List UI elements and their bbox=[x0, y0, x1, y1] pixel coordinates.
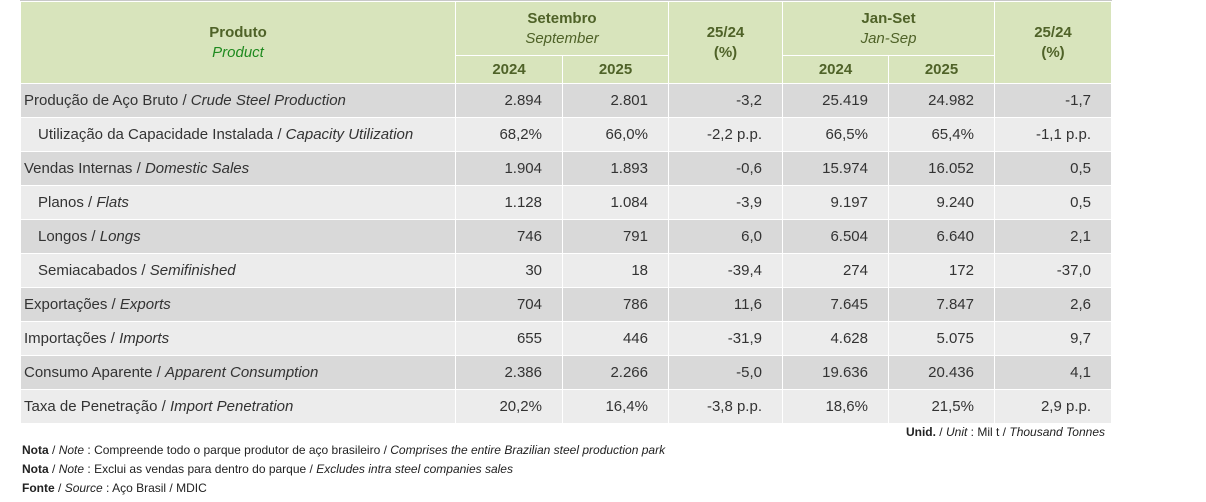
row-label: Semiacabados / Semifinished bbox=[20, 253, 456, 288]
cell-value: 6.504 bbox=[782, 219, 889, 254]
cell-value: 66,0% bbox=[562, 117, 669, 152]
row-label: Longos / Longs bbox=[20, 219, 456, 254]
cell-value: 4,1 bbox=[994, 355, 1112, 390]
cell-value: 2.386 bbox=[455, 355, 563, 390]
header-month: Setembro September bbox=[455, 1, 669, 56]
table-row: Importações / Imports 655 446 -31,9 4.628 5.0… bbox=[20, 321, 1112, 356]
cell-value: 6.640 bbox=[888, 219, 995, 254]
cell-value: 1.084 bbox=[562, 185, 669, 220]
cell-value: 2.266 bbox=[562, 355, 669, 390]
cell-value: 25.419 bbox=[782, 83, 889, 118]
row-label: Produção de Aço Bruto / Crude Steel Prod… bbox=[20, 83, 456, 118]
cell-value: -3,2 bbox=[668, 83, 783, 118]
cell-value: 68,2% bbox=[455, 117, 563, 152]
cell-value: 20,2% bbox=[455, 389, 563, 424]
cell-value: 9.197 bbox=[782, 185, 889, 220]
row-label: Vendas Internas / Domestic Sales bbox=[20, 151, 456, 186]
cell-value: 16,4% bbox=[562, 389, 669, 424]
cell-value: -1,7 bbox=[994, 83, 1112, 118]
cell-value: -2,2 p.p. bbox=[668, 117, 783, 152]
steel-statistics-table: Produto Product Setembro September 25/24 (%… bbox=[20, 1, 1112, 424]
cell-value: 2.801 bbox=[562, 83, 669, 118]
cell-value: 704 bbox=[455, 287, 563, 322]
cell-value: 65,4% bbox=[888, 117, 995, 152]
cell-value: 786 bbox=[562, 287, 669, 322]
header-ytd-2025: 2025 bbox=[888, 55, 995, 84]
header-2025: 2025 bbox=[562, 55, 669, 84]
cell-value: -5,0 bbox=[668, 355, 783, 390]
table-row: Consumo Aparente / Apparent Consumption 2… bbox=[20, 355, 1112, 390]
table-row: Vendas Internas / Domestic Sales 1.904 1.8… bbox=[20, 151, 1112, 186]
cell-value: 791 bbox=[562, 219, 669, 254]
unit-note: Unid. / Unit : Mil t / Thousand Tonnes bbox=[905, 425, 1105, 439]
header-ytd: Jan-Set Jan-Sep bbox=[782, 1, 995, 56]
cell-value: 30 bbox=[455, 253, 563, 288]
cell-value: -3,8 p.p. bbox=[668, 389, 783, 424]
cell-value: 19.636 bbox=[782, 355, 889, 390]
cell-value: 0,5 bbox=[994, 151, 1112, 186]
cell-value: -3,9 bbox=[668, 185, 783, 220]
row-label: Planos / Flats bbox=[20, 185, 456, 220]
row-label: Exportações / Exports bbox=[20, 287, 456, 322]
cell-value: -31,9 bbox=[668, 321, 783, 356]
cell-value: 655 bbox=[455, 321, 563, 356]
table-row: Produção de Aço Bruto / Crude Steel Prod… bbox=[20, 83, 1112, 118]
cell-value: 16.052 bbox=[888, 151, 995, 186]
header-ytd-2024: 2024 bbox=[782, 55, 889, 84]
cell-value: 9,7 bbox=[994, 321, 1112, 356]
row-label: Consumo Aparente / Apparent Consumption bbox=[20, 355, 456, 390]
table-row: Longos / Longs 746 791 6,0 6.504 6.640 2,1 bbox=[20, 219, 1112, 254]
note-2: Nota / Note : Exclui as vendas para dent… bbox=[22, 462, 513, 476]
header-month-var: 25/24 (%) bbox=[668, 1, 783, 84]
cell-value: -1,1 p.p. bbox=[994, 117, 1112, 152]
cell-value: 66,5% bbox=[782, 117, 889, 152]
cell-value: 18,6% bbox=[782, 389, 889, 424]
cell-value: 746 bbox=[455, 219, 563, 254]
cell-value: 9.240 bbox=[888, 185, 995, 220]
table-row: Semiacabados / Semifinished 30 18 -39,4 274 1… bbox=[20, 253, 1112, 288]
cell-value: 4.628 bbox=[782, 321, 889, 356]
cell-value: 20.436 bbox=[888, 355, 995, 390]
cell-value: 2,1 bbox=[994, 219, 1112, 254]
cell-value: 2,6 bbox=[994, 287, 1112, 322]
cell-value: 7.847 bbox=[888, 287, 995, 322]
cell-value: 2.894 bbox=[455, 83, 563, 118]
source-note: Fonte / Source : Aço Brasil / MDIC bbox=[22, 481, 207, 495]
cell-value: 1.893 bbox=[562, 151, 669, 186]
cell-value: 1.904 bbox=[455, 151, 563, 186]
row-label: Taxa de Penetração / Import Penetration bbox=[20, 389, 456, 424]
header-2024: 2024 bbox=[455, 55, 563, 84]
cell-value: -39,4 bbox=[668, 253, 783, 288]
cell-value: 21,5% bbox=[888, 389, 995, 424]
cell-value: 6,0 bbox=[668, 219, 783, 254]
row-label: Importações / Imports bbox=[20, 321, 456, 356]
cell-value: 2,9 p.p. bbox=[994, 389, 1112, 424]
table-row: Utilização da Capacidade Instalada / Cap… bbox=[20, 117, 1112, 152]
header-product: Produto Product bbox=[20, 1, 456, 84]
cell-value: 18 bbox=[562, 253, 669, 288]
cell-value: 446 bbox=[562, 321, 669, 356]
cell-value: 15.974 bbox=[782, 151, 889, 186]
cell-value: -0,6 bbox=[668, 151, 783, 186]
cell-value: 172 bbox=[888, 253, 995, 288]
table-row: Exportações / Exports 704 786 11,6 7.645 7.84… bbox=[20, 287, 1112, 322]
cell-value: 7.645 bbox=[782, 287, 889, 322]
header-ytd-var: 25/24 (%) bbox=[994, 1, 1112, 84]
note-1: Nota / Note : Compreende todo o parque p… bbox=[22, 443, 666, 457]
table-row: Planos / Flats 1.128 1.084 -3,9 9.197 9.240 0,… bbox=[20, 185, 1112, 220]
cell-value: 0,5 bbox=[994, 185, 1112, 220]
row-label: Utilização da Capacidade Instalada / Cap… bbox=[20, 117, 456, 152]
cell-value: 24.982 bbox=[888, 83, 995, 118]
table-row: Taxa de Penetração / Import Penetration 2… bbox=[20, 389, 1112, 424]
cell-value: -37,0 bbox=[994, 253, 1112, 288]
cell-value: 5.075 bbox=[888, 321, 995, 356]
cell-value: 11,6 bbox=[668, 287, 783, 322]
cell-value: 1.128 bbox=[455, 185, 563, 220]
cell-value: 274 bbox=[782, 253, 889, 288]
